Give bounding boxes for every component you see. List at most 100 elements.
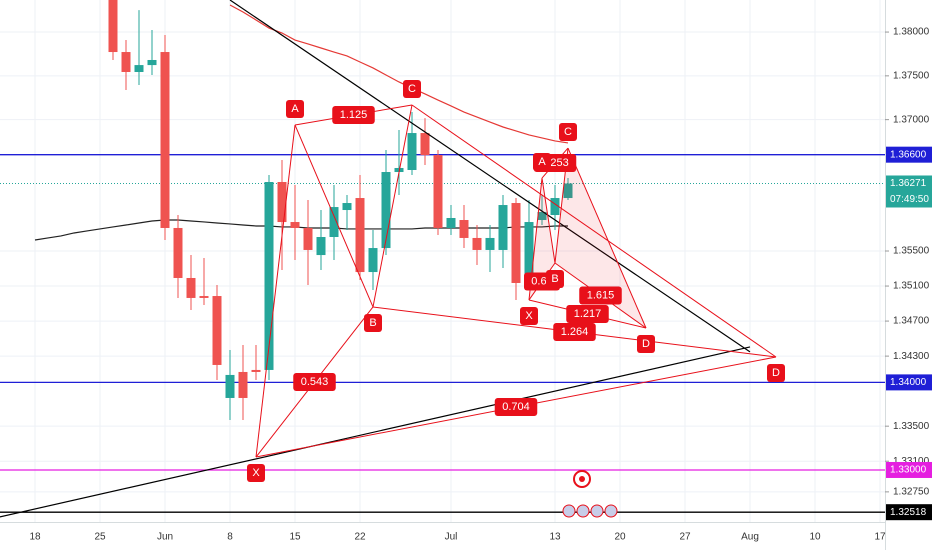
point-label-bg <box>767 363 785 382</box>
candle-body <box>511 203 521 283</box>
candle-body <box>316 237 326 256</box>
candle-body <box>342 203 352 211</box>
y-tick-label: 1.33100 <box>893 456 930 467</box>
ratio-label-bg <box>566 304 609 323</box>
point-label-bg <box>520 306 538 325</box>
y-tick-label: 1.33500 <box>893 421 930 432</box>
event-flag[interactable] <box>562 504 576 518</box>
point-label-bg <box>546 270 564 289</box>
point-label-bg <box>286 99 304 118</box>
last-price-label: 1.36271 <box>890 178 927 189</box>
ratio-label-bg <box>332 105 375 124</box>
x-tick-label: 25 <box>94 532 106 543</box>
point-label: A <box>291 103 299 115</box>
candle-body <box>251 369 261 372</box>
level-label: 1.36600 <box>890 149 927 160</box>
x-tick-label: Jul <box>445 532 458 543</box>
ma-line <box>229 4 569 144</box>
plot-area <box>0 0 885 518</box>
point-label: X <box>252 467 260 479</box>
point-label: X <box>525 310 533 322</box>
y-tick-label: 1.32750 <box>893 487 930 498</box>
point-label-bg <box>533 153 551 172</box>
pattern-leg <box>567 147 647 329</box>
pattern-leg <box>411 104 777 358</box>
candle-body <box>134 65 144 72</box>
candle-body <box>303 227 313 250</box>
y-tick-label: 1.38000 <box>893 27 930 38</box>
y-tick-label: 1.34700 <box>893 316 930 327</box>
candle-body <box>407 133 417 171</box>
y-tick-label: 1.35100 <box>893 281 930 292</box>
event-flag[interactable] <box>576 504 590 518</box>
time-axis-bg <box>0 522 885 550</box>
level-label: 1.34000 <box>890 377 927 388</box>
level-label-bg <box>886 504 932 521</box>
candle-body <box>368 248 378 273</box>
event-icons <box>562 470 618 518</box>
axis-labels: 1.38000 1.37500 1.37000 1.35500 1.35100 1.347… <box>29 27 932 543</box>
y-tick-label: 1.37000 <box>893 114 930 125</box>
candle-body <box>550 198 560 216</box>
y-tick-label: 1.35500 <box>893 246 930 257</box>
y-tick-label: 1.34300 <box>893 351 930 362</box>
x-tick-label: 8 <box>227 532 233 543</box>
level-label: 1.32518 <box>890 507 927 518</box>
ratio-label: 1.125 <box>340 109 368 121</box>
trend-line <box>229 0 751 353</box>
level-label-bg <box>886 461 932 478</box>
level-label-bg <box>886 146 932 163</box>
point-label: B <box>369 317 376 329</box>
x-tick-label: 18 <box>29 532 41 543</box>
point-label: B <box>551 273 558 285</box>
pattern-leg <box>372 104 413 308</box>
pattern-leg <box>294 124 374 308</box>
candle-body <box>472 237 482 250</box>
ratio-label-bg <box>553 322 596 341</box>
point-label-bg <box>247 464 265 483</box>
ratio-label-bg <box>293 372 336 391</box>
candle-body <box>225 374 235 398</box>
candle-body <box>238 371 248 398</box>
ratio-label: 1.615 <box>587 289 615 301</box>
ratio-label: 1.264 <box>561 326 589 338</box>
candle-body <box>485 237 495 250</box>
trend-line <box>0 346 751 518</box>
candle-body <box>277 181 287 223</box>
candle-body <box>290 222 300 228</box>
event-flag[interactable] <box>604 504 618 518</box>
candle-body <box>498 205 508 250</box>
patterns: 0.5431.1251.2640.704XABCD0.681.2531.6151… <box>247 80 785 483</box>
ratio-label-bg <box>494 398 538 417</box>
event-flag[interactable] <box>590 504 604 518</box>
ratio-label: 1.217 <box>574 308 602 320</box>
y-tick-label: 1.37500 <box>893 70 930 81</box>
candle-body <box>264 181 274 370</box>
point-label: A <box>538 156 546 168</box>
point-label-bg <box>559 123 577 142</box>
pattern-fill <box>529 178 555 300</box>
point-label: C <box>564 126 572 138</box>
ratio-label: 0.704 <box>502 401 530 413</box>
x-tick-label: 22 <box>354 532 366 543</box>
candle-body <box>329 207 339 238</box>
candle-body <box>433 155 443 228</box>
ratio-label: 0.543 <box>301 376 329 388</box>
candle-body <box>524 222 534 283</box>
ma-line <box>34 219 568 241</box>
x-tick-label: 15 <box>289 532 301 543</box>
x-tick-label: 20 <box>614 532 626 543</box>
point-label-bg <box>637 335 655 354</box>
point-label: C <box>408 83 416 95</box>
candle-body <box>537 212 547 221</box>
candle-body <box>381 172 391 249</box>
candle-body <box>173 227 183 278</box>
candle-body <box>108 0 118 53</box>
candle-body <box>459 220 469 238</box>
candle-body <box>212 296 222 365</box>
candle-body <box>147 59 157 66</box>
